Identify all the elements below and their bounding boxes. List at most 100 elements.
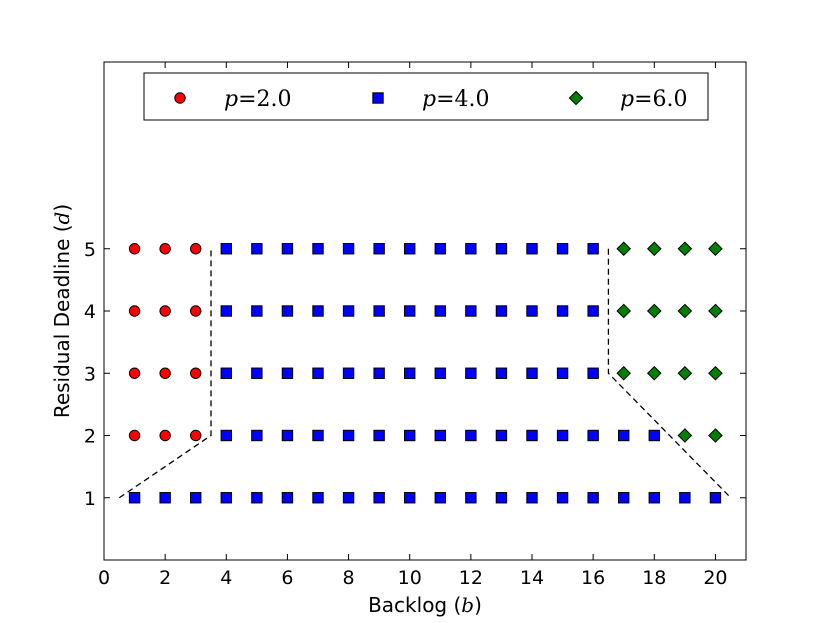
diamond-point: [708, 303, 723, 319]
y-axis-label: Residual Deadline (d): [50, 204, 74, 418]
square-point: [312, 305, 324, 317]
square-point: [495, 305, 508, 317]
square-point: [587, 492, 599, 504]
square-point: [220, 492, 232, 504]
square-point: [342, 243, 355, 255]
circle-point: [128, 305, 141, 317]
square-point: [220, 305, 232, 317]
square-point: [556, 429, 569, 442]
square-point: [434, 367, 446, 379]
square-point: [465, 492, 477, 504]
legend-item-diamond: p=6.0: [568, 87, 688, 112]
legend-marker-square: [372, 92, 384, 104]
diamond-point: [616, 365, 632, 381]
x-tick-label: 6: [281, 567, 293, 589]
square-point: [373, 492, 385, 504]
square-point: [648, 492, 660, 504]
square-point: [526, 367, 538, 379]
square-point: [373, 243, 385, 255]
diamond-point: [677, 303, 693, 319]
square-point: [434, 243, 446, 255]
circle-point: [190, 243, 202, 255]
x-tick-label: 12: [459, 567, 483, 589]
square-point: [342, 492, 355, 504]
legend-item-circle: p=2.0: [174, 87, 292, 112]
data-points: [128, 241, 723, 504]
square-point: [251, 429, 263, 442]
square-point: [404, 367, 416, 379]
circle-point: [128, 367, 141, 379]
diamond-point: [677, 365, 693, 381]
diamond-point: [677, 241, 693, 257]
y-tick-label: 1: [84, 488, 96, 510]
legend-label: p=6.0: [620, 87, 688, 112]
x-tick-label: 4: [220, 567, 232, 589]
circle-point: [159, 243, 171, 255]
diamond-point: [708, 241, 723, 257]
square-point: [495, 492, 508, 504]
square-point: [312, 492, 324, 504]
square-point: [251, 492, 263, 504]
square-point: [434, 429, 446, 442]
x-tick-label: 8: [343, 567, 355, 589]
square-point: [587, 243, 599, 255]
x-tick-label: 20: [703, 567, 727, 589]
circle-point: [190, 305, 202, 317]
boundary-line-2: [607, 248, 732, 499]
y-tick-label: 3: [84, 363, 96, 385]
circle-point: [159, 305, 171, 317]
circle-point: [190, 367, 202, 379]
square-point: [618, 492, 630, 504]
square-point: [373, 305, 385, 317]
square-point: [128, 492, 141, 504]
legend-marker-circle: [174, 92, 186, 104]
square-point: [526, 492, 538, 504]
square-point: [618, 429, 630, 442]
square-point: [312, 243, 324, 255]
y-tick-label: 4: [84, 301, 96, 323]
square-point: [679, 492, 691, 504]
y-tick-label: 2: [84, 426, 96, 448]
square-point: [465, 367, 477, 379]
square-point: [587, 429, 599, 442]
square-point: [312, 367, 324, 379]
diamond-point: [646, 365, 662, 381]
square-point: [587, 305, 599, 317]
square-point: [404, 492, 416, 504]
square-point: [526, 429, 538, 442]
square-point: [648, 429, 660, 442]
square-point: [556, 367, 569, 379]
square-point: [342, 367, 355, 379]
x-tick-label: 18: [642, 567, 666, 589]
x-tick-label: 10: [398, 567, 422, 589]
square-point: [373, 367, 385, 379]
legend-box: [143, 72, 709, 121]
diamond-point: [646, 303, 662, 319]
square-point: [251, 367, 263, 379]
square-point: [281, 243, 294, 255]
x-tick-label: 2: [159, 567, 171, 589]
legend-marker-diamond: [568, 90, 584, 106]
square-point: [556, 492, 569, 504]
circle-point: [159, 429, 171, 442]
circle-point: [190, 429, 202, 442]
boundary-line-1: [118, 248, 212, 499]
square-point: [281, 492, 294, 504]
square-point: [526, 305, 538, 317]
x-axis-label: Backlog (b): [368, 593, 482, 617]
square-point: [251, 305, 263, 317]
square-point: [281, 429, 294, 442]
circle-point: [128, 429, 141, 442]
diamond-point: [646, 241, 662, 257]
x-tick-label: 16: [581, 567, 605, 589]
diamond-point: [616, 241, 632, 257]
x-tick-label: 14: [520, 567, 544, 589]
legend-item-square: p=4.0: [372, 87, 490, 112]
legend-label: p=2.0: [224, 87, 292, 112]
square-point: [281, 367, 294, 379]
square-point: [587, 367, 599, 379]
diamond-point: [677, 428, 693, 443]
square-point: [465, 429, 477, 442]
